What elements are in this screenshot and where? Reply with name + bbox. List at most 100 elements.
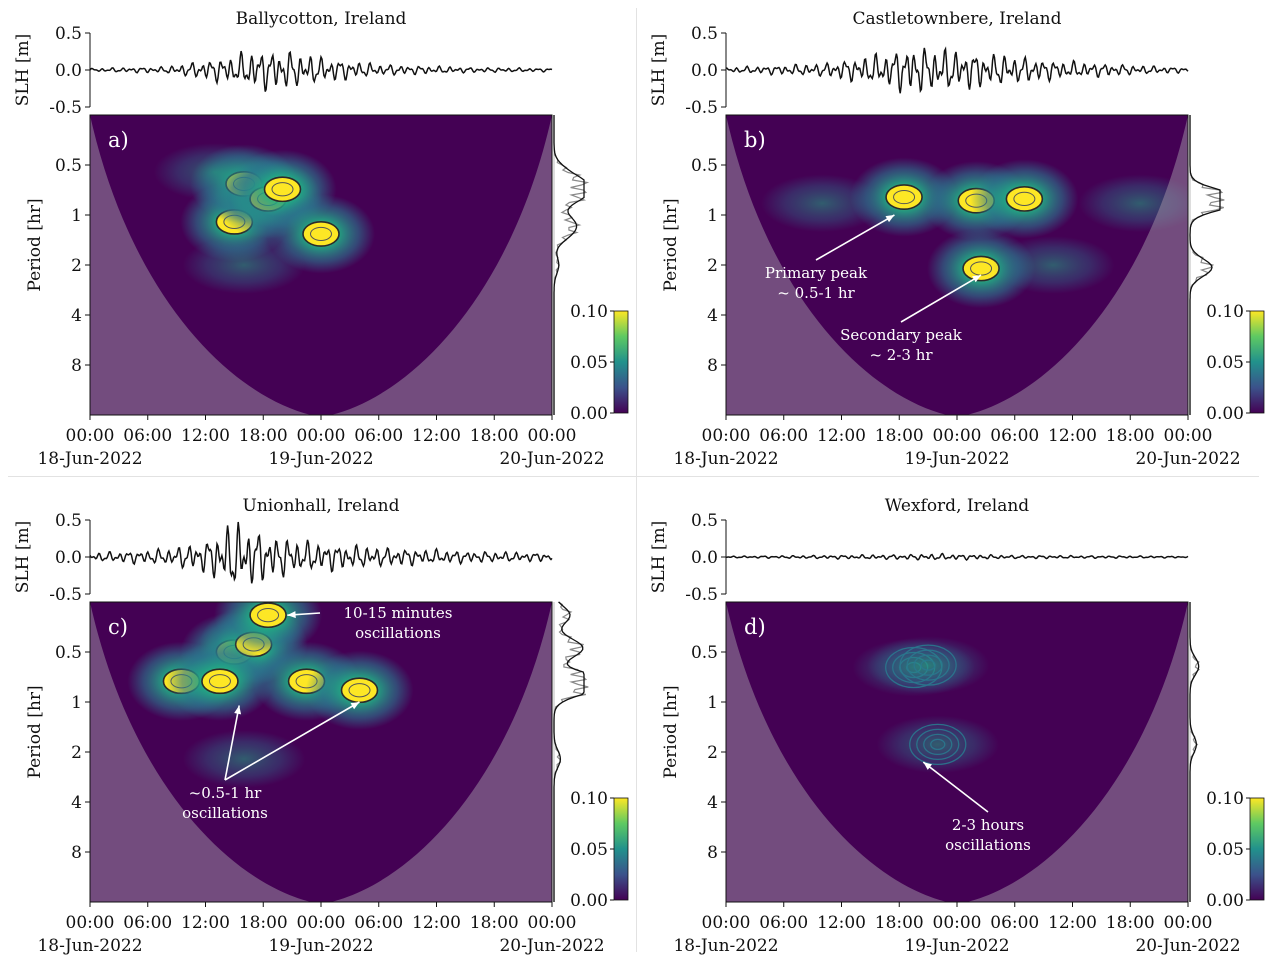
period-tick-label: 4	[71, 793, 82, 813]
annotation-arrow	[224, 705, 240, 781]
inner-contour	[893, 189, 916, 205]
period-tick-label: 2	[707, 256, 718, 276]
date-label: 18-Jun-2022	[37, 936, 142, 956]
panel-title: Ballycotton, Ireland	[236, 9, 407, 29]
annotation-arrowhead	[885, 215, 895, 223]
annotation-arrowhead	[923, 762, 933, 770]
panel-title: Castletownbere, Ireland	[852, 9, 1061, 29]
time-tick-label: 00:00	[702, 426, 751, 446]
wavelet-blob-group	[153, 143, 375, 294]
time-tick-label: 00:00	[297, 426, 346, 446]
wavelet-power-blob	[761, 174, 884, 233]
time-tick-label: 12:00	[1048, 913, 1097, 933]
time-tick-label: 00:00	[1164, 913, 1213, 933]
slh-series-line	[725, 46, 1189, 94]
power-contour	[923, 733, 953, 756]
significance-contour	[1005, 186, 1044, 212]
time-tick-label: 00:00	[66, 913, 115, 933]
colorbar-tick-label: 0.10	[570, 302, 608, 322]
inner-contour	[257, 608, 280, 623]
time-tick-label: 18:00	[1106, 426, 1155, 446]
period-tick-label: 1	[707, 206, 718, 226]
time-tick-label: 00:00	[1164, 426, 1213, 446]
wavelet-power-blob	[866, 636, 990, 694]
cone-of-influence	[726, 115, 1188, 415]
slh-axis-label: SLH [m]	[649, 521, 669, 594]
time-tick-label: 00:00	[66, 426, 115, 446]
colorbar-tick-label: 0.00	[570, 891, 608, 911]
colorbar-tick-label: 0.10	[570, 789, 608, 809]
time-tick-label: 00:00	[528, 426, 577, 446]
cone-of-influence	[726, 602, 1188, 902]
period-tick-label: 8	[71, 843, 82, 863]
period-axis-label: Period [hr]	[25, 685, 45, 778]
wavelet-power-blob	[182, 236, 306, 294]
period-tick-label: 0.5	[691, 156, 718, 176]
period-axis-label: Period [hr]	[661, 685, 681, 778]
time-tick-label: 06:00	[759, 913, 808, 933]
wavelet-blobs	[852, 636, 999, 774]
colorbar-tick-label: 0.00	[1206, 404, 1244, 424]
time-tick-label: 18:00	[239, 426, 288, 446]
time-tick-label: 12:00	[181, 913, 230, 933]
spectrum-smooth-line	[553, 601, 585, 902]
panel-1: Ballycotton, Ireland 0.5 0.0 -0.5 SLH [m] a) 0…	[13, 9, 629, 469]
period-tick-label: 4	[707, 306, 718, 326]
significance-contour	[302, 221, 340, 247]
time-tick-label: 12:00	[817, 913, 866, 933]
period-tick-label: 4	[707, 793, 718, 813]
annotation-arrow	[815, 214, 895, 261]
inner-contour	[1013, 191, 1036, 207]
time-tick-label: 00:00	[528, 913, 577, 933]
colorbar	[613, 310, 629, 414]
colorbar	[1249, 310, 1265, 414]
cone-of-influence	[90, 602, 552, 902]
period-tick-label: 0.5	[55, 156, 82, 176]
wavelet-power-blob	[876, 715, 999, 774]
period-tick-label: 4	[71, 306, 82, 326]
period-tick-label: 8	[71, 356, 82, 376]
annotation-arrowhead	[972, 275, 982, 283]
wavelet-blobs	[127, 602, 414, 788]
spectrum-smooth-line	[553, 115, 585, 415]
cone-of-influence	[90, 115, 552, 415]
time-tick-label: 06:00	[759, 426, 808, 446]
annotation-text: ~ 2-3 hr	[869, 346, 933, 364]
period-tick-label: 0.5	[55, 643, 82, 663]
period-tick-label: 1	[71, 693, 82, 713]
colorbar-tick-label: 0.10	[1206, 302, 1244, 322]
horizontal-divider	[8, 476, 1259, 477]
period-tick-label: 2	[707, 743, 718, 763]
power-contour	[913, 654, 943, 676]
power-contour	[920, 659, 936, 671]
power-contour	[906, 649, 950, 681]
spectrum-smooth-line	[1189, 602, 1200, 902]
annotation-text: Primary peak	[765, 264, 868, 282]
slh-axis-label: SLH [m]	[13, 521, 33, 594]
time-tick-label: 12:00	[412, 913, 461, 933]
slh-tick-label: -0.5	[49, 585, 82, 605]
date-label: 20-Jun-2022	[1135, 449, 1240, 469]
annotation-text: ~ 0.5-1 hr	[777, 284, 855, 302]
annotation-arrowhead	[350, 702, 360, 710]
significance-contour	[249, 602, 287, 629]
colorbar-tick-label: 0.10	[1206, 789, 1244, 809]
slh-series-line	[726, 552, 1189, 562]
inner-contour	[348, 683, 371, 698]
colorbar-tick-label: 0.05	[570, 353, 608, 373]
inner-contour	[271, 182, 294, 197]
colorbar-tick-label: 0.00	[570, 404, 608, 424]
colorbar-tick-label: 0.05	[1206, 840, 1244, 860]
panel-title: Wexford, Ireland	[885, 496, 1030, 516]
power-contour	[899, 644, 957, 686]
spectrum-smooth-line	[1189, 115, 1221, 415]
period-tick-label: 1	[71, 206, 82, 226]
inner-contour	[310, 226, 332, 242]
date-label: 19-Jun-2022	[904, 449, 1009, 469]
slh-series-line	[89, 50, 553, 92]
slh-tick-label: 0.0	[55, 61, 82, 81]
annotation-arrow	[900, 274, 982, 323]
period-axis-label: Period [hr]	[661, 198, 681, 291]
time-tick-label: 12:00	[1048, 426, 1097, 446]
